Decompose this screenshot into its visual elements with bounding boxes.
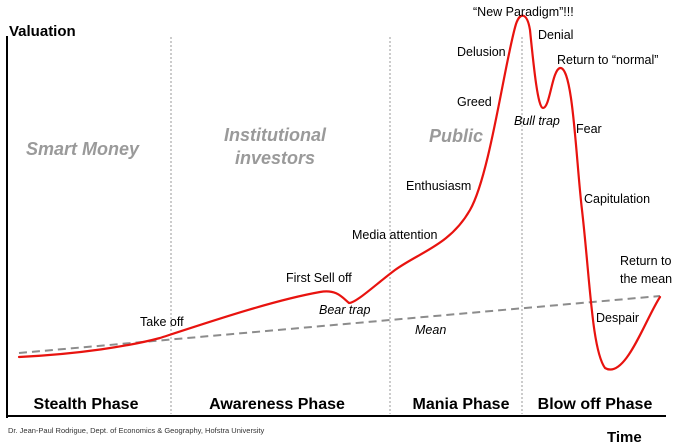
group-label-institutional-line1: Institutional xyxy=(224,125,327,145)
label-bull-trap: Bull trap xyxy=(514,114,560,128)
mean-line xyxy=(18,295,661,354)
label-new-paradigm: “New Paradigm”!!! xyxy=(473,5,574,19)
phase-label-mania: Mania Phase xyxy=(413,396,510,413)
label-first-sell-off: First Sell off xyxy=(286,271,352,285)
label-return-to-the-mean-line2: the mean xyxy=(620,272,672,286)
credit-text: Dr. Jean-Paul Rodrigue, Dept. of Economi… xyxy=(8,426,264,435)
label-enthusiasm: Enthusiasm xyxy=(406,179,471,193)
label-take-off: Take off xyxy=(140,315,184,329)
group-label-public: Public xyxy=(429,126,483,146)
phase-label-blow-off: Blow off Phase xyxy=(538,396,653,413)
label-despair: Despair xyxy=(596,311,639,325)
group-label-smart-money: Smart Money xyxy=(26,139,140,159)
label-return-to-normal: Return to “normal” xyxy=(557,53,658,67)
label-fear: Fear xyxy=(576,122,602,136)
y-axis-title: Valuation xyxy=(9,23,76,40)
phase-label-stealth: Stealth Phase xyxy=(34,396,139,413)
label-capitulation: Capitulation xyxy=(584,192,650,206)
label-greed: Greed xyxy=(457,95,492,109)
label-denial: Denial xyxy=(538,28,573,42)
label-return-to-the-mean-line1: Return to xyxy=(620,254,671,268)
group-label-institutional-line2: investors xyxy=(235,148,315,168)
label-bear-trap: Bear trap xyxy=(319,303,370,317)
label-mean: Mean xyxy=(415,323,446,337)
valuation-curve xyxy=(17,14,662,371)
label-delusion: Delusion xyxy=(457,45,506,59)
phase-label-awareness: Awareness Phase xyxy=(209,396,345,413)
label-media-attention: Media attention xyxy=(352,228,438,242)
x-axis-title: Time xyxy=(607,429,642,446)
